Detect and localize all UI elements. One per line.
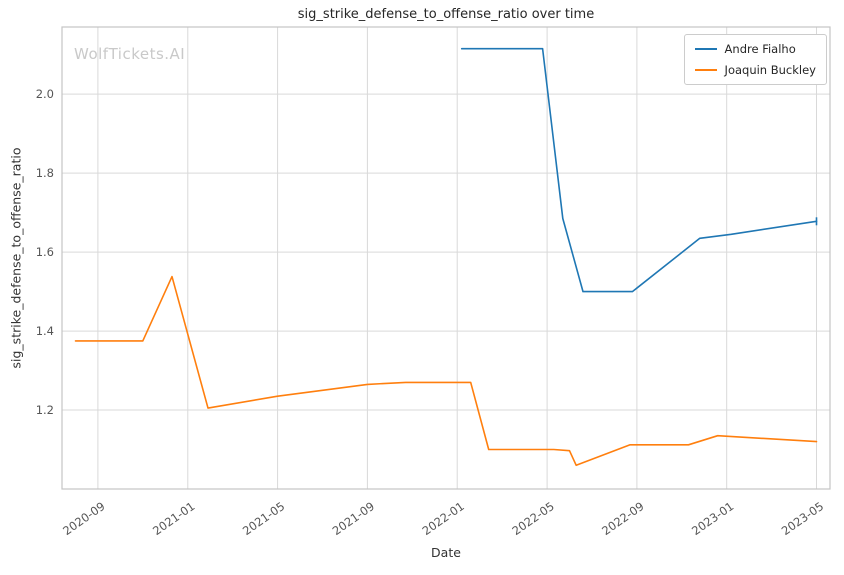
legend-label: Joaquin Buckley	[724, 63, 816, 77]
svg-text:1.4: 1.4	[36, 324, 54, 338]
svg-text:2022-01: 2022-01	[420, 499, 467, 538]
legend: Andre Fialho Joaquin Buckley	[683, 34, 827, 85]
svg-text:2020-09: 2020-09	[60, 499, 107, 538]
y-axis-label: sig_strike_defense_to_offense_ratio	[8, 147, 24, 369]
svg-text:2023-01: 2023-01	[689, 499, 736, 538]
legend-line-swatch-blue	[694, 48, 717, 50]
svg-text:2022-09: 2022-09	[599, 499, 646, 538]
legend-item-joaquin-buckley: Joaquin Buckley	[694, 63, 816, 77]
svg-text:2023-05: 2023-05	[779, 499, 826, 538]
svg-text:2022-05: 2022-05	[509, 499, 556, 538]
legend-label: Andre Fialho	[724, 42, 796, 56]
svg-text:2021-05: 2021-05	[240, 499, 287, 538]
svg-text:1.6: 1.6	[36, 245, 54, 259]
chart-title: sig_strike_defense_to_offense_ratio over…	[297, 7, 595, 22]
x-axis-label: Date	[431, 545, 461, 560]
svg-text:2.0: 2.0	[36, 87, 54, 101]
svg-text:2021-09: 2021-09	[330, 499, 377, 538]
svg-text:2021-01: 2021-01	[150, 499, 197, 538]
legend-line-swatch-orange	[694, 69, 717, 71]
svg-text:1.8: 1.8	[36, 166, 54, 180]
legend-item-andre-fialho: Andre Fialho	[694, 42, 816, 56]
watermark: WolfTickets.AI	[74, 45, 186, 63]
svg-text:1.2: 1.2	[36, 403, 54, 417]
